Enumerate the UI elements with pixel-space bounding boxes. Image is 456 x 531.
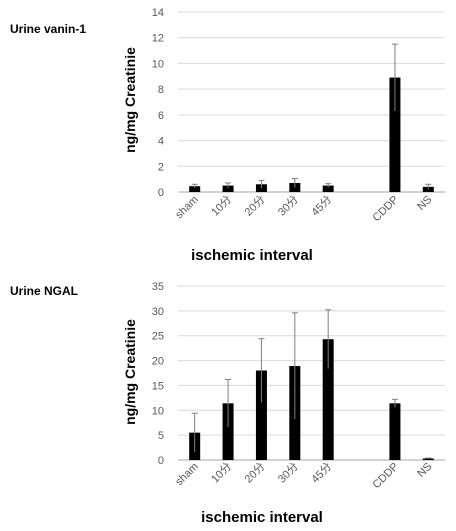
- y-tick-label: 5: [158, 430, 164, 442]
- y-tick-label: 25: [152, 331, 164, 343]
- y-tick-label: 15: [152, 380, 164, 392]
- bar: [222, 403, 234, 460]
- y-tick-label: 12: [152, 33, 164, 45]
- y-tick-label: 30: [152, 306, 164, 318]
- x-tick-label: sham: [173, 194, 201, 222]
- y-tick-label: 10: [152, 58, 164, 70]
- y-tick-label: 14: [152, 7, 164, 19]
- y-tick-label: 0: [158, 187, 164, 199]
- y-axis-label: ng/mg Creatinie: [122, 47, 138, 153]
- chart-title: Urine NGAL: [10, 284, 78, 298]
- bar: [389, 77, 401, 192]
- x-tick-label: CDDP: [371, 194, 402, 225]
- y-tick-label: 0: [158, 455, 164, 467]
- y-tick-label: 8: [158, 84, 164, 96]
- bar: [322, 339, 334, 460]
- y-tick-label: 6: [158, 110, 164, 122]
- bar: [389, 403, 401, 460]
- bar: [322, 185, 334, 192]
- x-tick-label: 10分: [209, 460, 235, 486]
- bar: [422, 458, 434, 460]
- bar: [189, 186, 201, 192]
- chart-urine-vanin-1: Urine vanin-1 0 2 4 6 8 10 12 14 sham 10分 20分 30分 45分…: [10, 7, 445, 264]
- y-tick-label: 10: [152, 405, 164, 417]
- y-tick-label: 35: [152, 281, 164, 293]
- x-tick-label: sham: [173, 461, 201, 489]
- x-tick-label: 20分: [242, 460, 268, 486]
- x-tick-label: 45分: [309, 460, 335, 486]
- x-tick-label: 10分: [209, 193, 235, 219]
- x-tick-label: 30分: [275, 460, 301, 486]
- x-tick-label: 30分: [275, 193, 301, 219]
- y-tick-label: 4: [158, 136, 164, 148]
- y-axis-label: ng/mg Creatinie: [122, 319, 138, 425]
- x-axis-label: ischemic interval: [201, 509, 323, 526]
- bar: [222, 185, 234, 192]
- x-tick-label: 45分: [309, 193, 335, 219]
- x-tick-label: CDDP: [371, 461, 402, 492]
- y-tick-label: 2: [158, 161, 164, 173]
- x-tick-label: 20分: [242, 193, 268, 219]
- bar: [255, 370, 267, 460]
- chart-title: Urine vanin-1: [10, 22, 86, 36]
- chart-urine-ngal: Urine NGAL 0 5 10 15 20 25 30 35 sham 10分 20分 30分 45分…: [10, 281, 445, 526]
- x-tick-label: NS: [415, 461, 434, 480]
- y-tick-label: 20: [152, 356, 164, 368]
- x-tick-label: NS: [415, 194, 434, 213]
- x-axis-label: ischemic interval: [191, 247, 313, 264]
